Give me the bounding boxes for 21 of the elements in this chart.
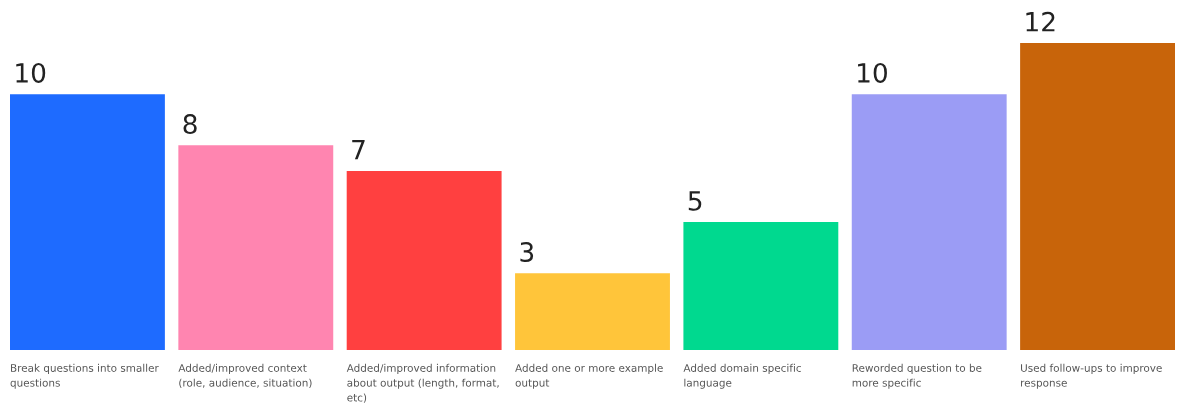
data-label: 12 bbox=[1026, 11, 1055, 32]
x-tick-label: Added domain specific language bbox=[683, 363, 801, 389]
x-tick-label: Added one or more example output bbox=[515, 363, 663, 389]
data-label: 10 bbox=[858, 62, 887, 83]
x-tick-label: Added/improved context (role, audience, situation) bbox=[178, 363, 312, 388]
data-label: 7 bbox=[352, 140, 365, 160]
data-label: 10 bbox=[16, 62, 46, 83]
x-tick-label: Break questions into smaller questions bbox=[10, 363, 159, 389]
x-tick-label: Used follow-ups to improve response bbox=[1021, 363, 1162, 389]
bar bbox=[178, 145, 334, 350]
bar bbox=[10, 94, 165, 350]
bar bbox=[346, 170, 502, 350]
x-tick-label: Added/improved information about output (length, format, etc) bbox=[346, 363, 499, 403]
x-tick-label: Reworded question to be more specific bbox=[852, 363, 982, 389]
bar bbox=[1020, 42, 1175, 350]
data-label: 5 bbox=[688, 191, 702, 211]
data-label: 8 bbox=[183, 114, 197, 135]
bar bbox=[851, 94, 1007, 350]
bar bbox=[515, 273, 670, 350]
data-label: 3 bbox=[520, 242, 534, 262]
bar bbox=[683, 222, 839, 350]
